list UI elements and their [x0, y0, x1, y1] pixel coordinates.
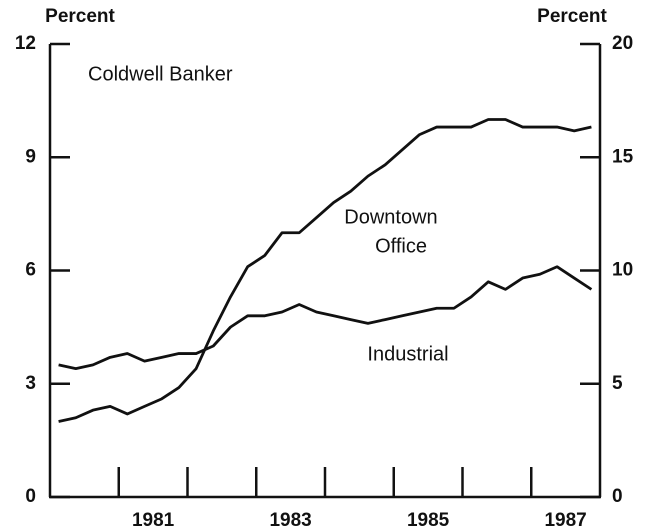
x-tick-label: 1985 [407, 510, 450, 531]
annotation: Coldwell Banker [88, 63, 233, 85]
annotation: Office [375, 235, 427, 257]
y-tick-label: 0 [25, 486, 36, 507]
y-tick-label: 12 [15, 33, 36, 54]
y-tick-label: 9 [25, 146, 36, 167]
series-line [58, 265, 593, 371]
y2-tick-label: 0 [612, 486, 623, 507]
y2-tick-label: 20 [612, 33, 633, 54]
y2-tick-label: 5 [612, 373, 623, 394]
y-axis-label: Percent [45, 6, 115, 27]
annotation: Industrial [367, 343, 448, 365]
y-tick-label: 3 [25, 373, 36, 394]
x-tick-label: 1987 [544, 510, 586, 531]
y2-tick-label: 10 [612, 260, 633, 281]
y-tick-label: 6 [25, 260, 36, 281]
x-tick-label: 1981 [132, 510, 175, 531]
annotation: Downtown [344, 206, 437, 228]
y2-axis-label: Percent [537, 6, 607, 27]
y2-tick-label: 15 [612, 146, 634, 167]
series-line [58, 118, 592, 423]
x-tick-label: 1983 [269, 510, 311, 531]
